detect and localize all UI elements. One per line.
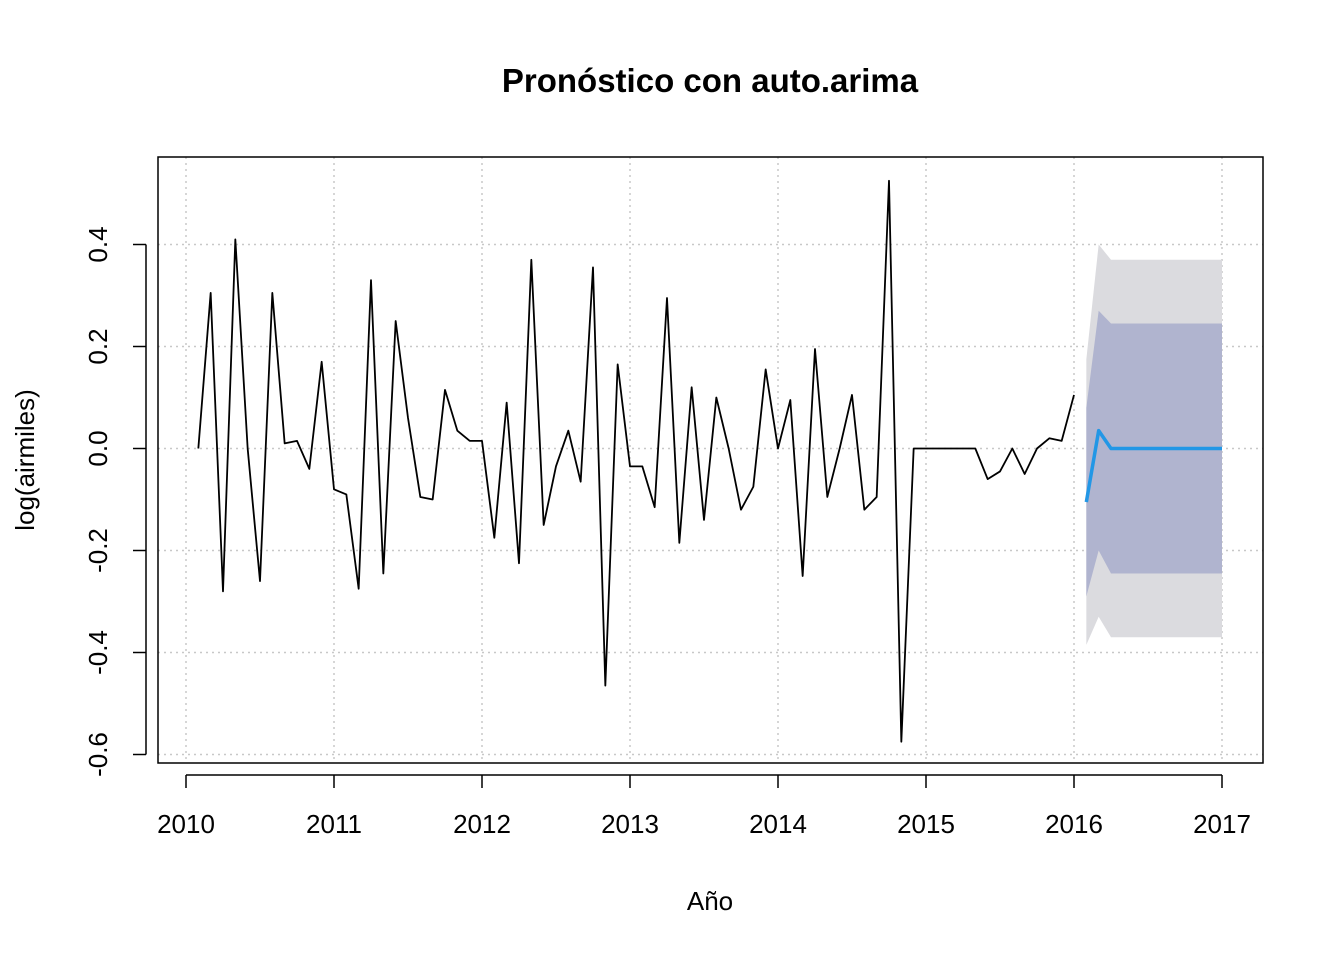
band-80 xyxy=(1086,310,1222,597)
y-axis-label: log(airmiles) xyxy=(10,389,40,531)
confidence-bands xyxy=(1086,244,1222,645)
forecast-mean-line xyxy=(1084,428,1222,503)
y-tick-label: -0.4 xyxy=(83,630,113,675)
chart-title: Pronóstico con auto.arima xyxy=(502,62,919,99)
y-tick-label: 0.0 xyxy=(83,430,113,466)
x-tick-label: 2017 xyxy=(1193,809,1251,839)
x-tick-label: 2016 xyxy=(1045,809,1103,839)
x-axis-label: Año xyxy=(687,886,733,916)
x-tick-label: 2014 xyxy=(749,809,807,839)
y-tick-label: -0.6 xyxy=(83,732,113,777)
x-axis: 2010 2011 2012 2013 2014 2015 2016 2017 xyxy=(157,774,1251,839)
y-tick-label: 0.2 xyxy=(83,328,113,364)
x-tick-label: 2011 xyxy=(306,809,362,839)
x-tick-label: 2015 xyxy=(897,809,955,839)
y-tick-label: -0.2 xyxy=(83,528,113,573)
observed-series-line xyxy=(197,179,1075,743)
x-tick-label: 2010 xyxy=(157,809,215,839)
x-tick-label: 2012 xyxy=(453,809,511,839)
y-tick-label: 0.4 xyxy=(83,226,113,262)
x-tick-label: 2013 xyxy=(601,809,659,839)
plot-frame xyxy=(157,156,1264,764)
series-lines xyxy=(197,179,1222,743)
y-axis: -0.6 -0.4 -0.2 0.0 0.2 0.4 xyxy=(83,226,147,777)
